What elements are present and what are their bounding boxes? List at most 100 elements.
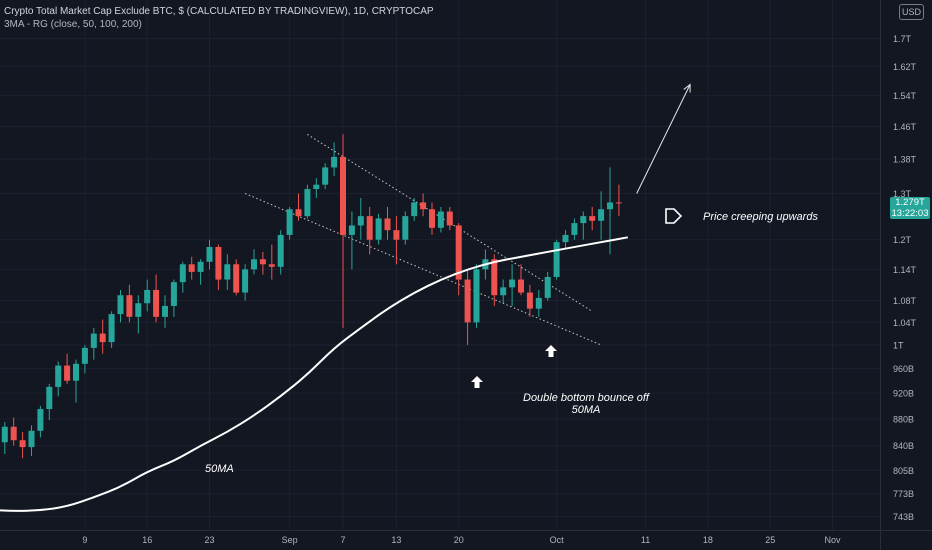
candle-2021-08-18 — [162, 295, 168, 328]
x-axis[interactable]: 9 16 23 Sep 7 13 20 Oct 11 18 25 Nov — [82, 535, 841, 545]
candle-2021-09-05 — [322, 163, 329, 190]
candle-2021-08-23 — [206, 239, 213, 270]
trendline-projection-arrow — [636, 84, 691, 194]
y-axis[interactable]: 743B 773B 805B 840B 880B 920B 960B 1T 1.04T 1.08T… — [893, 34, 917, 522]
candle-2021-10-08 — [615, 184, 622, 217]
candle-2021-08-28 — [251, 249, 257, 275]
candle-2021-09-28 — [526, 284, 533, 317]
annotation-arrows — [471, 208, 683, 388]
candle-2021-09-11 — [375, 213, 382, 245]
x-tick-label-2: 23 — [204, 535, 214, 545]
y-tick-label-0: 743B — [893, 512, 914, 522]
candle-2021-08-29 — [259, 251, 266, 275]
candle-2021-08-21 — [188, 256, 195, 280]
ma-annotation: 50MA — [205, 463, 234, 475]
candle-body — [215, 246, 222, 280]
up-arrow-icon-1 — [471, 376, 483, 388]
x-tick-label-10: 25 — [765, 535, 775, 545]
candle-body — [544, 276, 551, 298]
candle-body — [295, 209, 302, 217]
candle-2021-09-09 — [357, 197, 364, 240]
pointer-icon — [665, 208, 683, 224]
candle-body — [615, 202, 622, 204]
candle-2021-08-14 — [126, 284, 133, 323]
candle-body — [607, 202, 613, 210]
candle-body — [162, 305, 168, 317]
y-tick-label-6: 960B — [893, 364, 914, 374]
indicator-label[interactable]: 3MA - RG (close, 50, 100, 200) — [4, 19, 142, 30]
candle-2021-09-15 — [411, 197, 418, 221]
candle-2021-09-14 — [402, 211, 409, 245]
y-tick-label-11: 1.2T — [893, 235, 912, 245]
y-tick-label-4: 880B — [893, 414, 914, 424]
candle-body — [322, 167, 329, 185]
candle-2021-08-09 — [81, 345, 88, 374]
candle-body — [73, 363, 79, 381]
trendline-channel-lower — [244, 193, 602, 346]
candle-body — [126, 295, 133, 317]
y-tick-label-3: 840B — [893, 441, 914, 451]
candle-2021-09-16 — [420, 193, 427, 217]
candle-body — [277, 234, 284, 267]
candle-2021-09-17 — [429, 202, 435, 235]
candle-body — [251, 259, 257, 270]
x-tick-label-9: 18 — [703, 535, 713, 545]
arrowhead-projection-arrow — [683, 83, 691, 93]
x-tick-label-5: 13 — [391, 535, 401, 545]
candle-body — [242, 269, 249, 293]
candle-2021-08-02 — [19, 432, 26, 459]
candle-body — [304, 189, 311, 217]
x-tick-label-8: 11 — [641, 535, 650, 545]
candle-body — [348, 225, 355, 235]
candle-2021-09-06 — [331, 142, 338, 176]
candle-body — [455, 225, 462, 280]
y-tick-label-12: 1.3T — [893, 189, 912, 199]
candle-2021-08-07 — [64, 353, 71, 384]
candle-2021-08-22 — [197, 259, 204, 285]
candle-body — [313, 184, 320, 190]
candle-body — [500, 287, 507, 296]
y-tick-label-5: 920B — [893, 389, 914, 399]
candle-2021-10-01 — [553, 239, 560, 280]
currency-badge[interactable]: USD — [899, 4, 924, 20]
y-tick-label-9: 1.08T — [893, 296, 917, 306]
x-tick-label-11: Nov — [824, 535, 841, 545]
candle-body — [562, 234, 569, 243]
candle-2021-08-10 — [90, 327, 97, 360]
creeping-annotation: Price creeping upwards — [703, 211, 818, 223]
candle-body — [526, 292, 533, 309]
candle-2021-10-02 — [562, 230, 569, 250]
candle-body — [598, 209, 605, 221]
candle-body — [197, 261, 204, 272]
y-tick-label-16: 1.62T — [893, 62, 917, 72]
candle-body — [46, 386, 53, 410]
candle-2021-08-25 — [224, 254, 231, 290]
last-price-value: 1.279T — [895, 197, 925, 208]
candle-2021-09-18 — [437, 206, 444, 233]
x-tick-label-1: 16 — [142, 535, 152, 545]
y-tick-label-1: 773B — [893, 489, 914, 499]
candle-body — [99, 333, 106, 343]
y-tick-label-7: 1T — [893, 341, 904, 351]
x-tick-label-4: 7 — [340, 535, 345, 545]
candle-2021-10-05 — [589, 206, 596, 231]
candle-2021-08-11 — [99, 319, 106, 354]
candle-2021-08-17 — [153, 274, 160, 323]
candle-2021-08-31 — [277, 230, 284, 275]
candle-2021-08-19 — [170, 279, 177, 317]
candle-body — [393, 230, 400, 240]
candle-2021-08-20 — [179, 261, 186, 293]
y-tick-label-8: 1.04T — [893, 318, 917, 328]
candle-body — [55, 365, 62, 387]
candles — [1, 134, 622, 459]
candle-2021-09-20 — [455, 223, 462, 296]
candle-body — [108, 314, 115, 343]
chart-title: Crypto Total Market Cap Exclude BTC, $ (… — [4, 6, 434, 17]
candle-body — [144, 289, 151, 304]
candle-body — [331, 156, 338, 168]
candle-body — [357, 216, 364, 226]
x-tick-label-0: 9 — [82, 535, 87, 545]
candle-body — [589, 216, 596, 221]
candle-body — [117, 295, 124, 315]
